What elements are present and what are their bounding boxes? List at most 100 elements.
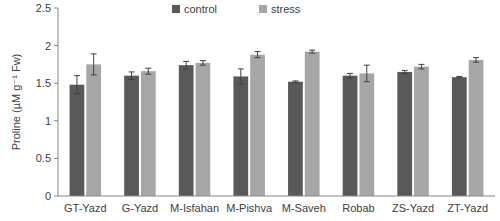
error-bar-line [257, 52, 258, 58]
error-bar-line [364, 65, 370, 66]
error-bar-line [200, 65, 206, 66]
error-bar [347, 73, 353, 78]
error-bar [292, 81, 298, 83]
error-bar-line [93, 54, 94, 75]
error-bar-line [129, 79, 135, 80]
x-tick-label: M-Pishva [226, 202, 273, 214]
error-bar [145, 68, 151, 74]
legend-label: stress [271, 3, 301, 15]
error-bar-line [148, 68, 149, 74]
error-bar [418, 64, 424, 69]
y-tick [54, 120, 58, 121]
error-bar-line [402, 73, 408, 74]
x-tick-label: G-Yazd [122, 202, 158, 214]
error-bar-line [145, 74, 151, 75]
x-tick-label: M-Isfahan [170, 202, 219, 214]
legend-swatch [172, 5, 180, 13]
error-bar-line [366, 65, 367, 82]
y-axis-label: Proline (µM g⁻¹ Fw) [10, 54, 22, 151]
error-bar [238, 69, 244, 84]
y-tick [54, 8, 58, 9]
error-bar [456, 76, 462, 78]
error-bar-line [364, 81, 370, 82]
bar [452, 77, 467, 196]
error-bar-line [74, 93, 80, 94]
error-bar-line [183, 68, 189, 69]
x-tick-label: ZS-Yazd [392, 202, 434, 214]
error-bar [183, 61, 189, 69]
error-bar-line [238, 68, 244, 69]
x-axis [58, 196, 495, 197]
bar [469, 60, 484, 196]
error-bar-line [473, 62, 479, 63]
error-bar [200, 61, 206, 66]
error-bar-line [255, 51, 261, 52]
error-bar-line [350, 73, 351, 78]
x-tick-label: Robab [342, 202, 374, 214]
error-bar-line [74, 75, 80, 76]
error-bar-line [418, 64, 424, 65]
error-bar [309, 50, 315, 53]
bars [70, 50, 484, 196]
error-bar-line [238, 83, 244, 84]
error-bar-line [129, 71, 135, 72]
bar [233, 76, 248, 196]
y-tick [54, 196, 58, 197]
y-tick-label: 0.5 [36, 152, 51, 164]
error-bar-line [473, 57, 479, 58]
error-bar-line [255, 57, 261, 58]
bar [250, 55, 265, 196]
chart-svg: 0 0.5 1 1.5 2 2.5 Proline (µM g⁻¹ Fw) GT-Yazd G-… [0, 0, 500, 221]
legend: control stress [172, 3, 301, 15]
y-tick-label: 1 [45, 115, 51, 127]
bar [288, 82, 303, 196]
bar [179, 65, 194, 196]
error-bar-line [292, 80, 298, 81]
error-bar [255, 52, 261, 58]
bar [397, 72, 412, 196]
error-bar-line [183, 61, 189, 62]
error-bar-line [186, 61, 187, 69]
error-bar [129, 72, 135, 80]
y-tick [54, 158, 58, 159]
error-bar-line [418, 68, 424, 69]
error-bar-line [91, 74, 97, 75]
y-tick-label: 2 [45, 40, 51, 52]
bar [141, 71, 156, 196]
error-bar-line [76, 76, 77, 94]
error-bar-line [240, 69, 241, 84]
error-bar-line [347, 77, 353, 78]
x-tick-label: M-Saveh [282, 202, 326, 214]
y-tick [54, 45, 58, 46]
error-bar [402, 70, 408, 73]
error-bar [364, 65, 370, 82]
error-bar [74, 76, 80, 94]
error-bar-line [309, 53, 315, 54]
error-bar-line [456, 76, 462, 77]
error-bar-line [309, 50, 315, 51]
error-bar-line [200, 60, 206, 61]
error-bar-line [91, 53, 97, 54]
bar [86, 64, 101, 196]
error-bar [473, 58, 479, 63]
x-tick-label: ZT-Yazd [447, 202, 488, 214]
x-tick-label: GT-Yazd [64, 202, 107, 214]
error-bar [91, 54, 97, 75]
bar [196, 63, 211, 196]
y-tick-label: 1.5 [36, 77, 51, 89]
error-bar-line [476, 58, 477, 63]
error-bar-line [421, 64, 422, 69]
bar [124, 76, 139, 196]
y-tick-label: 0 [45, 190, 51, 202]
error-bar-line [145, 68, 151, 69]
bar [343, 76, 358, 196]
bar [70, 85, 85, 196]
chart-container: 0 0.5 1 1.5 2 2.5 Proline (µM g⁻¹ Fw) GT-Yazd G-… [0, 0, 500, 221]
error-bar-line [402, 70, 408, 71]
error-bar-line [347, 73, 353, 74]
bar [305, 52, 320, 196]
legend-label: control [184, 3, 217, 15]
bar [359, 73, 374, 196]
y-tick-label: 2.5 [36, 2, 51, 14]
error-bar-line [456, 77, 462, 78]
